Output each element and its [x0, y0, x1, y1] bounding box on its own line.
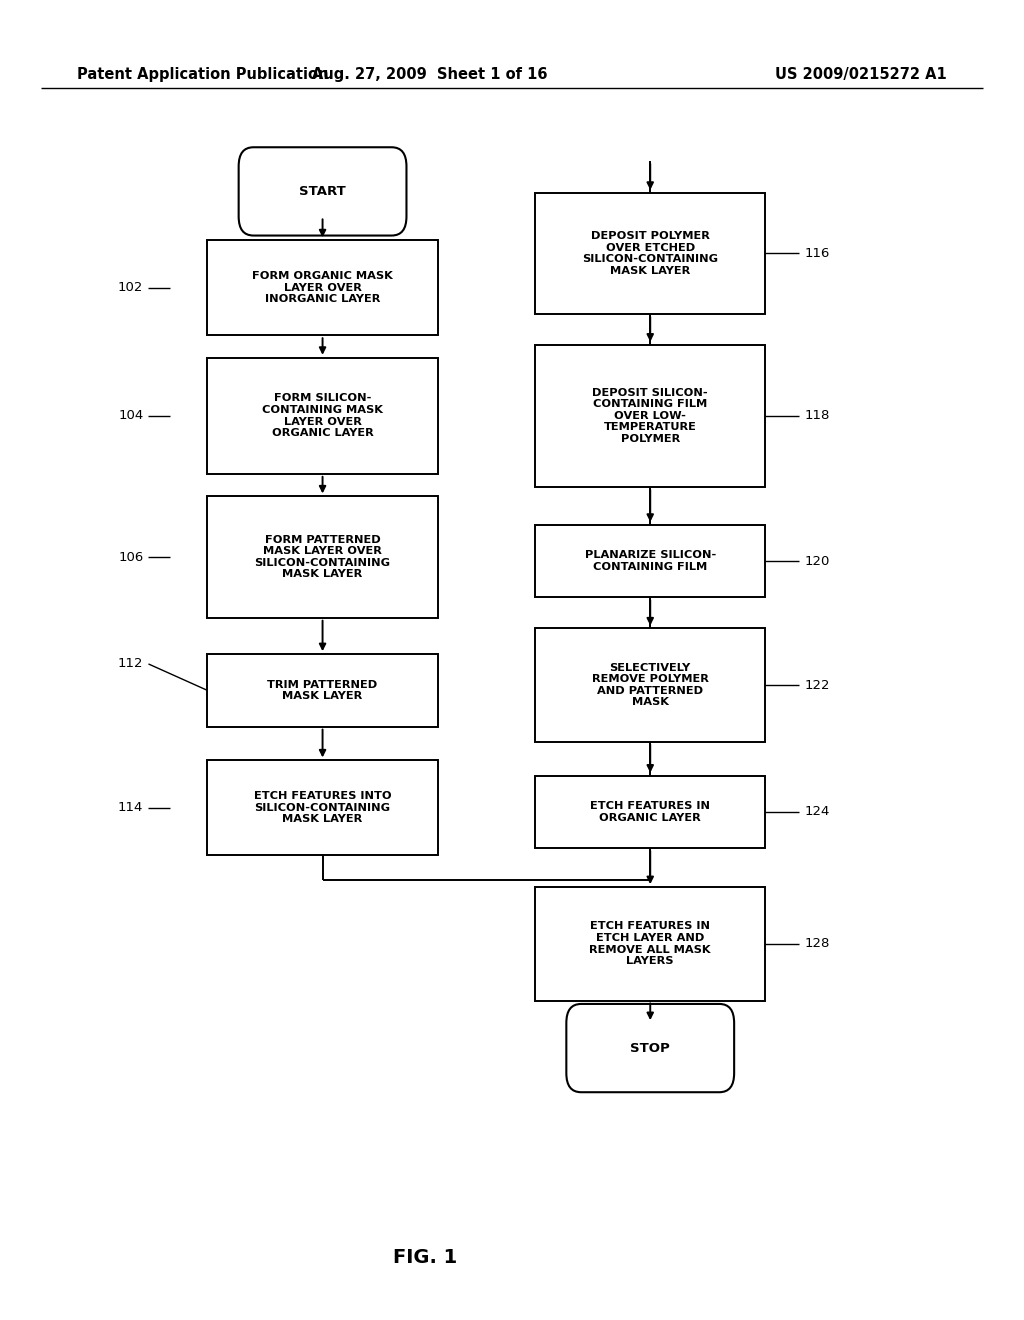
Bar — [207, 496, 438, 618]
Text: 106: 106 — [118, 550, 143, 564]
Bar — [535, 193, 765, 314]
Text: 102: 102 — [118, 281, 143, 294]
Text: ETCH FEATURES IN
ORGANIC LAYER: ETCH FEATURES IN ORGANIC LAYER — [590, 801, 711, 822]
Text: START: START — [299, 185, 346, 198]
Text: FORM PATTERNED
MASK LAYER OVER
SILICON-CONTAINING
MASK LAYER: FORM PATTERNED MASK LAYER OVER SILICON-C… — [255, 535, 390, 579]
Text: 120: 120 — [805, 554, 830, 568]
Text: 118: 118 — [805, 409, 830, 422]
Text: 104: 104 — [118, 409, 143, 422]
Bar — [207, 760, 438, 855]
FancyBboxPatch shape — [566, 1005, 734, 1092]
Bar — [535, 887, 765, 1001]
Text: Patent Application Publication: Patent Application Publication — [77, 67, 329, 82]
Bar — [207, 358, 438, 474]
Text: TRIM PATTERNED
MASK LAYER: TRIM PATTERNED MASK LAYER — [267, 680, 378, 701]
Text: Aug. 27, 2009  Sheet 1 of 16: Aug. 27, 2009 Sheet 1 of 16 — [312, 67, 548, 82]
Text: 128: 128 — [805, 937, 830, 950]
Bar — [207, 240, 438, 335]
Text: DEPOSIT SILICON-
CONTAINING FILM
OVER LOW-
TEMPERATURE
POLYMER: DEPOSIT SILICON- CONTAINING FILM OVER LO… — [593, 388, 708, 444]
FancyBboxPatch shape — [239, 148, 407, 235]
Text: STOP: STOP — [631, 1041, 670, 1055]
Text: 114: 114 — [118, 801, 143, 814]
Text: US 2009/0215272 A1: US 2009/0215272 A1 — [775, 67, 947, 82]
Text: 124: 124 — [805, 805, 830, 818]
Text: SELECTIVELY
REMOVE POLYMER
AND PATTERNED
MASK: SELECTIVELY REMOVE POLYMER AND PATTERNED… — [592, 663, 709, 708]
Text: FORM ORGANIC MASK
LAYER OVER
INORGANIC LAYER: FORM ORGANIC MASK LAYER OVER INORGANIC L… — [252, 271, 393, 305]
Text: DEPOSIT POLYMER
OVER ETCHED
SILICON-CONTAINING
MASK LAYER: DEPOSIT POLYMER OVER ETCHED SILICON-CONT… — [583, 231, 718, 276]
Text: FIG. 1: FIG. 1 — [393, 1249, 457, 1267]
Text: ETCH FEATURES IN
ETCH LAYER AND
REMOVE ALL MASK
LAYERS: ETCH FEATURES IN ETCH LAYER AND REMOVE A… — [590, 921, 711, 966]
Text: PLANARIZE SILICON-
CONTAINING FILM: PLANARIZE SILICON- CONTAINING FILM — [585, 550, 716, 572]
Text: 116: 116 — [805, 247, 830, 260]
Text: 112: 112 — [118, 657, 143, 671]
Bar — [535, 776, 765, 849]
Bar — [207, 655, 438, 726]
Text: 122: 122 — [805, 678, 830, 692]
Bar — [535, 628, 765, 742]
Text: ETCH FEATURES INTO
SILICON-CONTAINING
MASK LAYER: ETCH FEATURES INTO SILICON-CONTAINING MA… — [254, 791, 391, 825]
Bar — [535, 525, 765, 597]
Text: FORM SILICON-
CONTAINING MASK
LAYER OVER
ORGANIC LAYER: FORM SILICON- CONTAINING MASK LAYER OVER… — [262, 393, 383, 438]
Bar — [535, 345, 765, 487]
